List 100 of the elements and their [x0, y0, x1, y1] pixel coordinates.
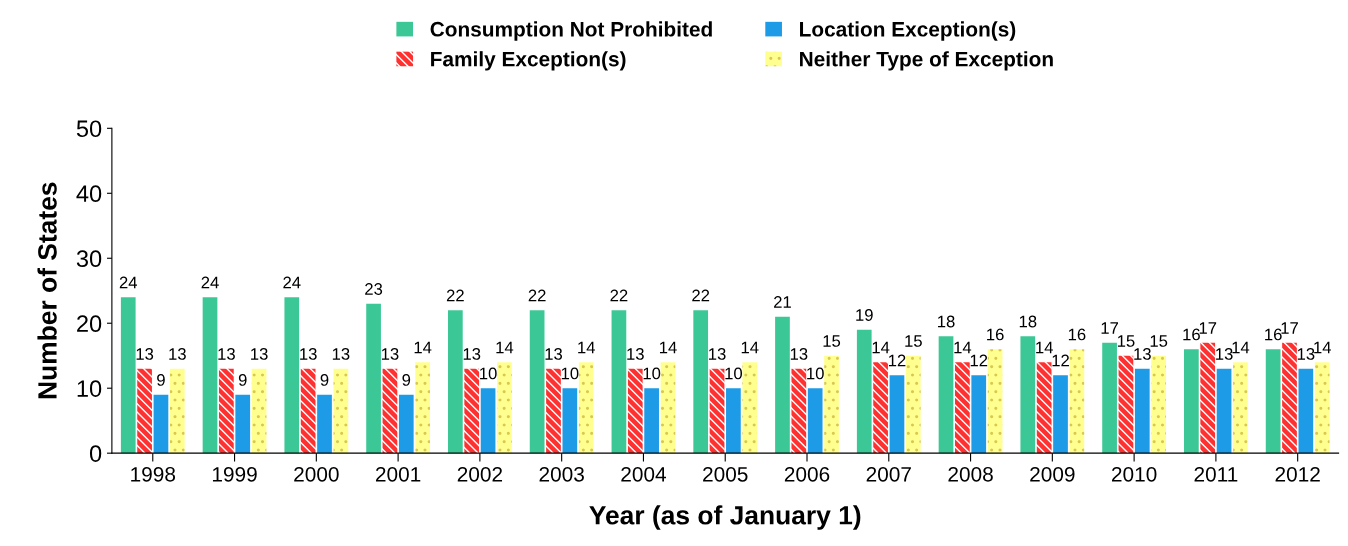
- bar: [873, 362, 888, 454]
- data-label: 13: [332, 348, 350, 360]
- bar: [987, 349, 1003, 454]
- bar: [889, 375, 905, 454]
- bar: [578, 362, 594, 454]
- bar: [546, 368, 561, 454]
- bar: [137, 368, 152, 454]
- data-label: 16: [1068, 328, 1086, 341]
- data-label: 14: [414, 341, 432, 354]
- bar: [791, 368, 807, 454]
- bar: [202, 297, 218, 454]
- x-tick-label: 2002: [457, 466, 503, 482]
- x-tick-label: 2000: [294, 466, 339, 482]
- data-label: 13: [627, 348, 644, 360]
- data-label: 14: [872, 341, 890, 354]
- x-axis-title: Year (as of January 1): [589, 505, 861, 530]
- x-tick-label: 2006: [784, 466, 830, 482]
- bar: [120, 297, 136, 454]
- bar: [284, 297, 300, 454]
- data-label: 13: [1297, 348, 1315, 360]
- data-label: 14: [741, 341, 759, 354]
- y-axis-title: Number of States: [37, 182, 57, 399]
- bar: [447, 310, 463, 454]
- bar: [775, 316, 790, 454]
- bar: [856, 329, 872, 454]
- data-label: 16: [1183, 328, 1200, 341]
- data-label: 13: [218, 348, 235, 360]
- bar: [709, 368, 725, 454]
- data-label: 16: [987, 328, 1004, 341]
- data-label: 13: [1134, 348, 1151, 360]
- x-tick-label: 2008: [948, 466, 993, 482]
- bar: [693, 310, 709, 454]
- x-tick-label: 1998: [131, 466, 176, 482]
- data-label: 13: [790, 348, 808, 360]
- bar: [955, 362, 970, 454]
- data-label: 22: [446, 289, 464, 302]
- data-label: 14: [1314, 341, 1331, 354]
- bar: [1282, 342, 1297, 454]
- y-tick-label: 0: [89, 445, 102, 462]
- bar: [529, 310, 545, 454]
- data-label: 17: [1281, 322, 1298, 334]
- data-label: 15: [1150, 335, 1168, 347]
- data-label: 17: [1199, 322, 1217, 334]
- data-label: 22: [528, 289, 546, 302]
- bar: [1151, 355, 1167, 454]
- x-tick-label: 2007: [866, 466, 911, 482]
- bar: [415, 362, 430, 454]
- bar: [317, 394, 332, 454]
- data-label: 14: [659, 341, 677, 354]
- data-label: 23: [365, 283, 383, 295]
- data-label: 13: [463, 348, 481, 360]
- data-label: 21: [774, 296, 791, 308]
- data-label: 10: [807, 367, 824, 380]
- y-tick-label: 30: [76, 250, 102, 268]
- data-label: 15: [1117, 335, 1135, 347]
- data-label: 12: [888, 354, 906, 367]
- data-label: 18: [938, 315, 955, 328]
- bar: [726, 388, 741, 454]
- data-label: 22: [692, 289, 710, 302]
- data-label: 17: [1101, 322, 1119, 334]
- data-label: 10: [725, 367, 743, 380]
- data-label: 13: [709, 348, 726, 360]
- legend-label: Consumption Not Prohibited: [430, 21, 712, 41]
- legend-label: Family Exception(s): [431, 51, 626, 71]
- x-tick-label: 2003: [539, 466, 584, 482]
- x-tick-label: 2010: [1111, 466, 1157, 482]
- bar: [219, 368, 234, 454]
- data-label: 14: [1232, 341, 1250, 354]
- data-label: 15: [905, 335, 922, 347]
- bar: [1233, 362, 1248, 454]
- bar: [1298, 368, 1314, 454]
- bar: [905, 355, 921, 454]
- data-label: 13: [169, 348, 186, 360]
- data-label: 13: [136, 348, 154, 360]
- data-label: 10: [561, 367, 579, 380]
- data-label: 9: [238, 374, 247, 386]
- bar: [1200, 342, 1216, 454]
- bar: [1314, 362, 1330, 454]
- data-label: 9: [157, 374, 165, 386]
- bar: [1102, 342, 1117, 454]
- x-tick-label: 2009: [1030, 466, 1075, 482]
- bar: [382, 368, 398, 454]
- data-label: 13: [300, 348, 317, 360]
- bar: [807, 388, 823, 454]
- x-tick-label: 1999: [212, 466, 257, 482]
- data-label: 14: [954, 341, 972, 354]
- data-label: 12: [1052, 354, 1069, 367]
- bar: [627, 368, 643, 454]
- bar: [971, 375, 987, 454]
- data-label: 14: [496, 341, 514, 354]
- legend-label: Location Exception(s): [800, 21, 1016, 41]
- bar: [497, 362, 512, 454]
- data-label: 14: [1036, 341, 1053, 354]
- data-label: 18: [1019, 315, 1037, 328]
- data-label: 14: [578, 341, 595, 354]
- y-tick-label: 50: [76, 120, 102, 138]
- bar: [1216, 368, 1232, 454]
- bar: [366, 303, 381, 454]
- bar: [1020, 336, 1036, 454]
- data-label: 13: [1216, 348, 1233, 360]
